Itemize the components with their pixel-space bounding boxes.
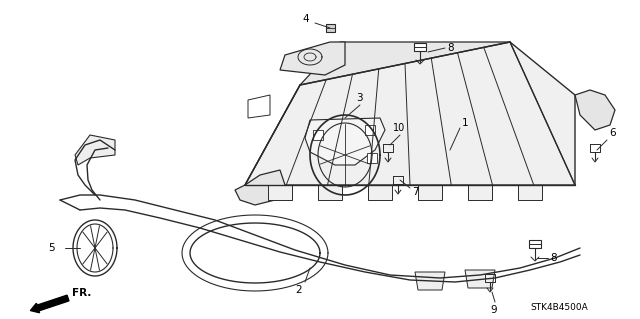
FancyArrow shape bbox=[31, 295, 69, 313]
Polygon shape bbox=[268, 185, 292, 200]
Text: 2: 2 bbox=[295, 285, 301, 295]
Polygon shape bbox=[575, 90, 615, 130]
Polygon shape bbox=[365, 125, 375, 135]
Polygon shape bbox=[414, 43, 426, 51]
Polygon shape bbox=[468, 185, 492, 200]
Text: 4: 4 bbox=[302, 14, 308, 24]
Text: 8: 8 bbox=[550, 253, 557, 263]
Polygon shape bbox=[318, 185, 342, 200]
Text: 3: 3 bbox=[356, 93, 363, 103]
Text: 10: 10 bbox=[393, 123, 405, 133]
Polygon shape bbox=[415, 272, 445, 290]
Text: 8: 8 bbox=[447, 43, 454, 53]
Text: 7: 7 bbox=[412, 187, 419, 197]
Polygon shape bbox=[367, 153, 377, 163]
Polygon shape bbox=[529, 240, 541, 248]
Text: 5: 5 bbox=[48, 243, 54, 253]
Polygon shape bbox=[465, 270, 495, 288]
Polygon shape bbox=[235, 170, 285, 205]
Polygon shape bbox=[75, 135, 115, 165]
Text: STK4B4500A: STK4B4500A bbox=[530, 303, 588, 313]
Polygon shape bbox=[313, 130, 323, 140]
Polygon shape bbox=[326, 24, 335, 32]
Polygon shape bbox=[280, 42, 345, 75]
Polygon shape bbox=[418, 185, 442, 200]
Text: 1: 1 bbox=[462, 118, 468, 128]
Polygon shape bbox=[300, 42, 510, 85]
Polygon shape bbox=[305, 118, 385, 165]
Polygon shape bbox=[248, 95, 270, 118]
Polygon shape bbox=[368, 185, 392, 200]
Text: FR.: FR. bbox=[72, 288, 92, 298]
Polygon shape bbox=[245, 42, 575, 185]
Text: 9: 9 bbox=[490, 305, 497, 315]
Text: 6: 6 bbox=[609, 128, 616, 138]
Polygon shape bbox=[518, 185, 542, 200]
